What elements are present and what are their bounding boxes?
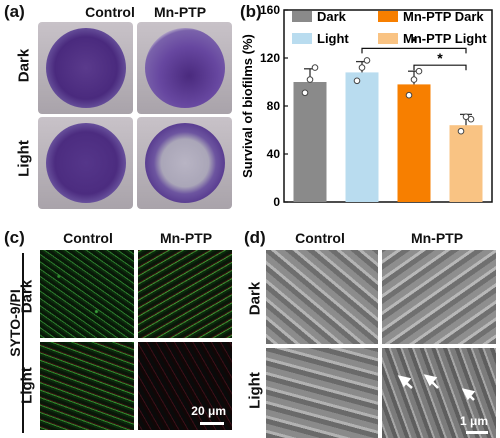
panel-a-row-light: Light	[15, 140, 33, 177]
panel-c-letter: (c)	[4, 228, 25, 247]
sig-bracket-1	[413, 64, 467, 71]
y-tick-label-4: 160	[260, 3, 280, 17]
bar-0	[293, 82, 327, 202]
legend-swatch-3	[378, 33, 398, 44]
sig-label-1: *	[437, 50, 443, 66]
y-tick-label-1: 40	[267, 147, 281, 161]
legend-label-3: Mn-PTP Light	[403, 31, 487, 46]
fluorescence-mnptp-light: 20 μm	[138, 342, 232, 430]
data-point-3-2	[462, 113, 470, 121]
data-point-3-0	[457, 127, 465, 135]
data-point-1-0	[353, 77, 361, 85]
panel-c-row-dark: Dark	[18, 279, 36, 314]
bar-3	[449, 125, 483, 202]
panel-d-header-control: Control	[295, 230, 345, 246]
data-point-1-1	[363, 57, 371, 64]
panel-c-scale-bar	[200, 422, 224, 425]
legend-label-1: Light	[317, 31, 349, 46]
well-photo-control-dark	[38, 22, 133, 114]
panel-d-scale-label: 1 μm	[459, 414, 488, 428]
panel-a-header-control: Control	[85, 4, 135, 20]
legend-swatch-2	[378, 11, 398, 22]
y-tick-label-2: 80	[267, 99, 281, 113]
panel-d-row-dark: Dark	[246, 281, 264, 316]
panel-d-scale-bar	[466, 431, 488, 434]
data-point-2-1	[415, 67, 423, 75]
data-point-1-2	[358, 64, 366, 71]
fluorescence-mnptp-dark	[138, 250, 232, 338]
bar-1	[345, 72, 379, 203]
y-axis-label: Survival of biofilms (%)	[240, 34, 255, 178]
sem-control-dark	[266, 250, 378, 344]
panel-c-header-control: Control	[63, 230, 113, 246]
fluorescence-control-light	[40, 342, 134, 430]
sem-mnptp-dark	[382, 250, 496, 344]
sig-label-0: *	[411, 33, 417, 49]
panel-d-row-light: Light	[246, 372, 264, 409]
legend-label-0: Dark	[317, 9, 347, 24]
survival-bar-chart: 0 40 80 120 160 Survival of biofilms (%) * * Dar…	[240, 3, 493, 209]
well-photo-mnptp-light	[137, 117, 232, 209]
panel-c-bracket	[22, 253, 24, 433]
sem-control-light	[266, 348, 378, 438]
legend-swatch-0	[292, 11, 312, 22]
panel-b-letter: (b)	[240, 2, 262, 21]
panel-d-header-mnptp: Mn-PTP	[410, 230, 464, 246]
fluorescence-control-dark	[40, 250, 134, 338]
panel-d-letter: (d)	[244, 228, 266, 247]
well-photo-mnptp-dark	[137, 22, 232, 114]
bar-2	[397, 84, 431, 202]
well-photo-control-light	[38, 117, 133, 209]
panel-a-letter: (a)	[4, 2, 25, 21]
sem-mnptp-light: 1 μm	[382, 348, 496, 438]
data-point-0-0	[301, 89, 309, 97]
legend-swatch-1	[292, 33, 312, 44]
data-point-2-2	[410, 76, 418, 83]
sig-bracket-0	[361, 47, 467, 54]
data-point-0-2	[306, 76, 314, 83]
chart-b: 0 40 80 120 160 Survival of biofilms (%) * * Dar…	[238, 0, 500, 215]
panel-a-row-dark: Dark	[15, 48, 33, 83]
damage-arrows	[397, 374, 476, 401]
legend-label-2: Mn-PTP Dark	[403, 9, 484, 24]
y-tick-label-3: 120	[260, 51, 280, 65]
data-point-0-1	[311, 64, 319, 71]
panel-c-header-mnptp: Mn-PTP	[159, 230, 213, 246]
data-point-2-0	[405, 91, 413, 99]
panel-c-scale-label: 20 μm	[191, 404, 226, 418]
panel-c-row-light: Light	[18, 367, 36, 404]
panel-a-header-mnptp: Mn-PTP	[153, 4, 207, 20]
y-tick-label-0: 0	[273, 195, 280, 209]
